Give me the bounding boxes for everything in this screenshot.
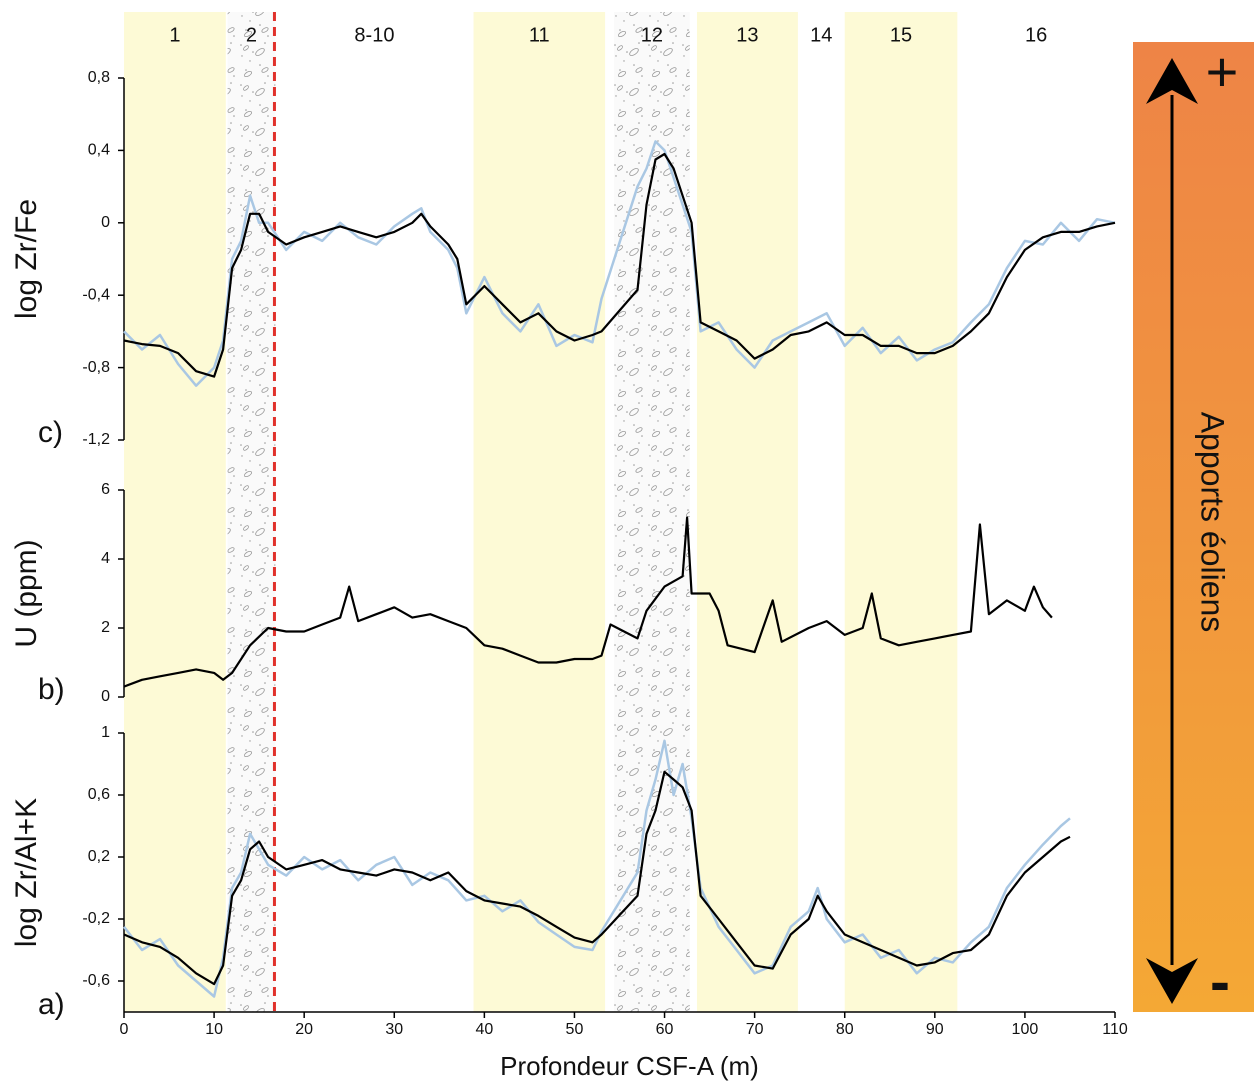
x-tick-label: 40 bbox=[475, 1021, 493, 1038]
unit-label: 8-10 bbox=[354, 24, 394, 46]
y-tick-label: 2 bbox=[101, 619, 110, 636]
y-tick-label: 0,6 bbox=[88, 786, 110, 803]
y-tick-label: -1,2 bbox=[82, 431, 110, 448]
unit-band bbox=[614, 12, 690, 1012]
data-line bbox=[123, 152, 1116, 378]
unit-band bbox=[473, 12, 606, 1012]
x-tick-label: 80 bbox=[836, 1021, 854, 1038]
unit-band bbox=[696, 12, 798, 1012]
unit-label: 1 bbox=[169, 24, 180, 46]
y-tick-label: 0 bbox=[101, 688, 110, 705]
unit-label: 16 bbox=[1025, 24, 1047, 46]
panel-label: b) bbox=[38, 673, 65, 706]
y-tick-label: -0,2 bbox=[82, 910, 110, 927]
x-tick-label: 10 bbox=[205, 1021, 223, 1038]
y-axis-title: U (ppm) bbox=[10, 539, 43, 647]
y-tick-label: 6 bbox=[101, 481, 110, 498]
y-tick-label: 0 bbox=[101, 214, 110, 231]
side-bar-label: Apports éoliens bbox=[1195, 412, 1231, 633]
y-tick-label: 0,8 bbox=[88, 69, 110, 86]
y-tick-label: 4 bbox=[101, 550, 110, 567]
plus-sign: + bbox=[1206, 40, 1239, 103]
x-axis-title: Profondeur CSF-A (m) bbox=[500, 1051, 759, 1081]
arrow-head-down bbox=[1146, 958, 1198, 1004]
minus-sign: - bbox=[1210, 948, 1230, 1015]
y-tick-label: 0,2 bbox=[88, 848, 110, 865]
unit-band bbox=[227, 12, 276, 1012]
x-tick-label: 70 bbox=[746, 1021, 764, 1038]
side-bar-background bbox=[1133, 42, 1254, 1012]
x-tick-label: 110 bbox=[1102, 1021, 1128, 1038]
unit-band bbox=[844, 12, 958, 1012]
panel-label: a) bbox=[38, 988, 65, 1021]
side-bar: + - Apports éoliens bbox=[1133, 40, 1254, 1015]
data-line bbox=[123, 770, 1071, 986]
unit-label: 12 bbox=[641, 24, 663, 46]
x-tick-label: 50 bbox=[566, 1021, 584, 1038]
x-tick-label: 20 bbox=[295, 1021, 313, 1038]
unit-label: 13 bbox=[736, 24, 758, 46]
y-tick-label: -0,4 bbox=[82, 286, 110, 303]
x-tick-label: 30 bbox=[385, 1021, 403, 1038]
y-axis-title: log Zr/Fe bbox=[10, 199, 43, 319]
x-tick-label: 100 bbox=[1012, 1021, 1039, 1038]
unit-bands: 1 2 8-10 11 12 13 14 15 16 bbox=[124, 12, 1047, 1012]
panel-label: c) bbox=[38, 416, 63, 449]
y-tick-label: -0,6 bbox=[82, 972, 110, 989]
unit-band bbox=[124, 12, 226, 1012]
arrow-head-up bbox=[1146, 58, 1198, 104]
unit-label: 14 bbox=[810, 24, 832, 46]
unit-label: 11 bbox=[529, 24, 550, 46]
y-tick-label: -0,8 bbox=[82, 359, 110, 376]
unit-label: 15 bbox=[890, 24, 912, 46]
y-tick-label: 0,4 bbox=[88, 142, 110, 159]
y-tick-label: 1 bbox=[101, 724, 110, 741]
unit-label: 2 bbox=[246, 24, 257, 46]
x-tick-label: 0 bbox=[120, 1021, 129, 1038]
data-line bbox=[123, 739, 1071, 998]
x-tick-label: 60 bbox=[656, 1021, 674, 1038]
data-line bbox=[123, 516, 1053, 688]
x-tick-label: 90 bbox=[926, 1021, 944, 1038]
y-axis-title: log Zr/Al+K bbox=[10, 798, 43, 947]
